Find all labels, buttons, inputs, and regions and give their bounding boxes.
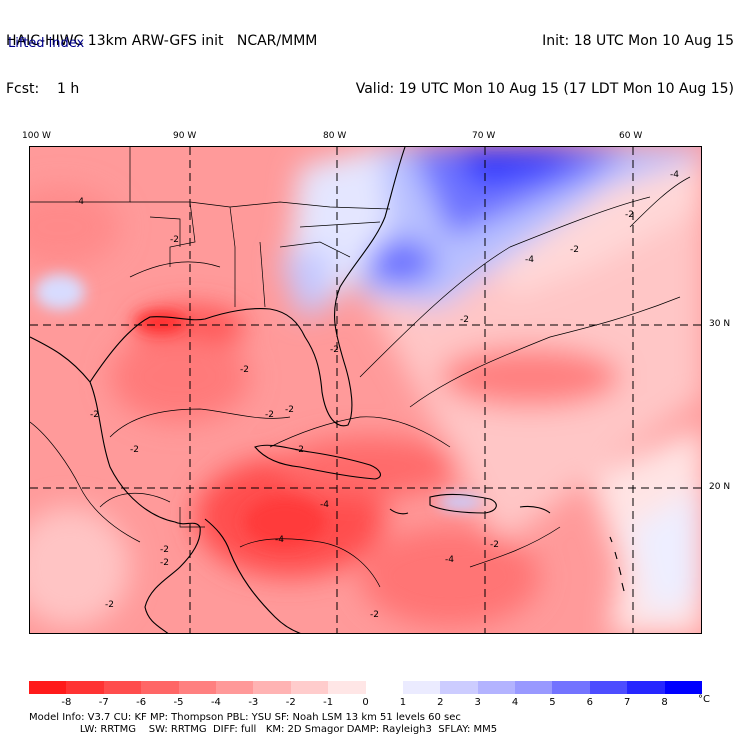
field-name: Lifted index: [8, 36, 85, 51]
colorbar-swatch: [178, 681, 217, 694]
colorbar-swatch: [627, 681, 666, 694]
lat-label-20n: 20 N: [709, 482, 731, 492]
colorbar-tick-label: 2: [437, 697, 444, 708]
contour-label: -2: [265, 410, 274, 420]
contour-label: -4: [445, 555, 454, 565]
colorbar-tick-label: -7: [98, 697, 109, 708]
colorbar-swatch: [664, 681, 703, 694]
colorbar-swatch: [328, 681, 366, 694]
contour-label: -2: [490, 540, 499, 550]
colorbar-tick-label: -2: [285, 697, 296, 708]
colorbar-swatch: [365, 681, 404, 694]
header-right: Init: 18 UTC Mon 10 Aug 15 Valid: 19 UTC…: [356, 1, 734, 113]
init-time: Init: 18 UTC Mon 10 Aug 15: [542, 33, 734, 49]
contour-label: -2: [170, 235, 179, 245]
colorbar-tick-label: 1: [399, 697, 407, 708]
colorbar-tick-label: 8: [661, 697, 668, 708]
contour-label: -2: [90, 410, 99, 420]
colorbar-swatch: [253, 681, 292, 694]
colorbar-swatch: [589, 681, 628, 694]
contour-label: -2: [130, 445, 139, 455]
contour-label: -4: [525, 255, 534, 265]
colorbar-swatch: [402, 681, 441, 694]
colorbar-tick-label: -4: [210, 697, 221, 708]
contour-label: -4: [75, 197, 84, 207]
contour-label: -2: [370, 610, 379, 620]
colorbar-swatch: [103, 681, 142, 694]
colorbar-tick-label: -6: [136, 697, 147, 708]
colorbar-swatch: [66, 681, 105, 694]
colorbar-tick-label: 3: [474, 697, 481, 708]
model-info-line2: LW: RRTMG SW: RRTMG DIFF: full KM: 2D Sm…: [29, 724, 498, 735]
colorbar-swatch: [552, 681, 591, 694]
colorbar-tick-label: 6: [586, 697, 594, 708]
contours: [99, 176, 691, 588]
colorbar-tick-label: 5: [549, 697, 556, 708]
contour-label: -2: [240, 365, 249, 375]
contour-label: -2: [160, 545, 169, 555]
colorbar-tick-label: -1: [323, 697, 334, 708]
colorbar-tick-label: -8: [61, 697, 72, 708]
graticule: [30, 147, 701, 633]
colorbar-tick-label: 7: [624, 697, 631, 708]
model-info-line1: Model Info: V3.7 CU: KF MP: Thompson PBL…: [29, 712, 461, 723]
lon-label-90w: 90 W: [173, 131, 197, 141]
colorbar-swatch: [141, 681, 180, 694]
colorbar-tick-label: -5: [173, 697, 184, 708]
coastlines: [30, 147, 625, 633]
lon-label-60w: 60 W: [619, 131, 643, 141]
lat-label-30n: 30 N: [709, 319, 731, 329]
valid-time: Valid: 19 UTC Mon 10 Aug 15 (17 LDT Mon …: [355, 81, 734, 97]
contour-label: -2: [570, 245, 579, 255]
contour-label: -2: [330, 345, 339, 355]
field-shading: [30, 147, 701, 633]
contour-label: -2: [295, 445, 304, 455]
contour-label: -2: [105, 600, 114, 610]
colorbar-swatch: [29, 681, 67, 694]
lon-label-80w: 80 W: [323, 131, 347, 141]
forecast-hour: Fcst: 1 h: [6, 81, 80, 97]
colorbar-tick-label: 0: [362, 697, 369, 708]
colorbar-tick-label: -3: [248, 697, 259, 708]
contour-label: -2: [625, 210, 634, 220]
colorbar-swatch: [515, 681, 553, 694]
colorbar-swatch: [477, 681, 516, 694]
colorbar-tick-label: 4: [511, 697, 519, 708]
lon-label-100w: 100 W: [22, 131, 51, 141]
contour-label: -2: [460, 315, 469, 325]
colorbar-swatch: [215, 681, 254, 694]
contour-label: -4: [275, 535, 284, 545]
contour-label: -2: [160, 558, 169, 568]
borders: [30, 147, 391, 543]
colorbar-swatch: [440, 681, 479, 694]
contour-label: -4: [320, 500, 329, 510]
contour-label: -2: [285, 405, 294, 415]
header-left: HAIC-HIWC 13km ARW-GFS init NCAR/MMM Fcs…: [6, 1, 317, 113]
colorbar-unit: °C: [698, 694, 710, 705]
colorbar: [29, 681, 703, 694]
lon-label-70w: 70 W: [472, 131, 496, 141]
colorbar-swatch: [290, 681, 329, 694]
contour-label: -4: [670, 170, 679, 180]
title-line: HAIC-HIWC 13km ARW-GFS init NCAR/MMM: [6, 33, 318, 49]
lifted-index-map: -4 -2 -2 -2 -2 -2 -2 -2 -2 -2 -2 -4 -4 -4 -4 -2 -2 -2 -2 -2…: [29, 146, 702, 634]
